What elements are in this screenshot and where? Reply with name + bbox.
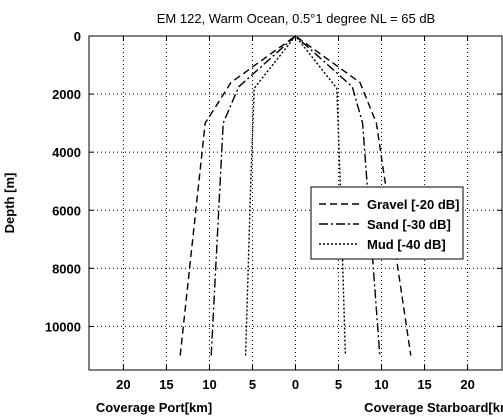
- x-axis-label-starboard: Coverage Starboard[km]: [364, 400, 503, 415]
- x-tick-label: 20: [116, 377, 130, 392]
- x-tick-label: 5: [249, 377, 256, 392]
- legend: Gravel [-20 dB] Sand [-30 dB] Mud [-40 dB]: [310, 186, 464, 260]
- y-tick-label: 6000: [52, 203, 81, 218]
- x-tick-label: 5: [335, 377, 342, 392]
- axis-ticks: 20 15 10 5 0 5 10 15 20 0 2000 4000 6000 8000 10000: [45, 29, 502, 392]
- series-line: [179, 35, 412, 356]
- legend-label: Gravel [-20 dB]: [367, 197, 459, 212]
- y-tick-label: 0: [74, 29, 81, 44]
- y-tick-label: 8000: [52, 261, 81, 276]
- x-tick-label: 10: [202, 377, 216, 392]
- x-tick-label: 0: [292, 377, 299, 392]
- x-axis-label-port: Coverage Port[km]: [96, 400, 212, 415]
- legend-label: Sand [-30 dB]: [367, 217, 451, 232]
- y-tick-label: 10000: [45, 319, 81, 334]
- chart-title: EM 122, Warm Ocean, 0.5°1 degree NL = 65…: [157, 11, 435, 26]
- y-tick-label: 4000: [52, 145, 81, 160]
- y-axis-label: Depth [m]: [2, 173, 17, 234]
- x-tick-label: 15: [417, 377, 431, 392]
- x-tick-label: 15: [159, 377, 173, 392]
- legend-label: Mud [-40 dB]: [367, 237, 446, 252]
- x-tick-label: 10: [374, 377, 388, 392]
- legend-box: [310, 186, 464, 260]
- y-tick-label: 2000: [52, 87, 81, 102]
- x-tick-label: 20: [460, 377, 474, 392]
